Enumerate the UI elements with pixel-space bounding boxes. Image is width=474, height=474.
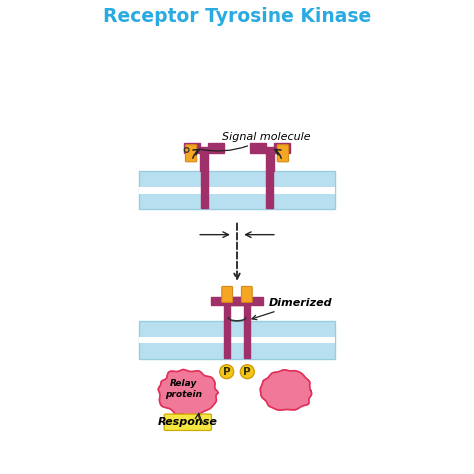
- FancyBboxPatch shape: [266, 147, 273, 172]
- FancyBboxPatch shape: [250, 143, 266, 153]
- Bar: [138, 187, 336, 193]
- FancyBboxPatch shape: [184, 143, 201, 153]
- FancyBboxPatch shape: [222, 286, 233, 302]
- Circle shape: [219, 365, 234, 379]
- FancyBboxPatch shape: [241, 286, 252, 302]
- FancyBboxPatch shape: [231, 297, 244, 305]
- FancyBboxPatch shape: [201, 172, 208, 208]
- Text: Signal molecule: Signal molecule: [200, 132, 310, 151]
- Text: Receptor Tyrosine Kinase: Receptor Tyrosine Kinase: [103, 7, 371, 27]
- FancyBboxPatch shape: [266, 172, 273, 208]
- Polygon shape: [158, 370, 218, 417]
- FancyBboxPatch shape: [224, 300, 230, 321]
- FancyBboxPatch shape: [138, 172, 336, 209]
- FancyBboxPatch shape: [250, 297, 263, 305]
- FancyBboxPatch shape: [230, 297, 243, 305]
- Text: Relay
protein: Relay protein: [164, 379, 201, 399]
- Text: Response: Response: [158, 417, 218, 427]
- Text: Dimerized: Dimerized: [252, 298, 333, 319]
- FancyBboxPatch shape: [138, 321, 336, 359]
- FancyBboxPatch shape: [224, 321, 230, 357]
- FancyBboxPatch shape: [164, 414, 211, 430]
- Polygon shape: [260, 370, 311, 410]
- FancyBboxPatch shape: [201, 147, 208, 172]
- FancyBboxPatch shape: [244, 321, 250, 357]
- Circle shape: [240, 365, 255, 379]
- FancyBboxPatch shape: [208, 143, 224, 153]
- Bar: [138, 337, 336, 344]
- FancyBboxPatch shape: [244, 300, 250, 321]
- Text: P: P: [244, 367, 251, 377]
- FancyBboxPatch shape: [211, 297, 224, 305]
- FancyBboxPatch shape: [277, 145, 289, 162]
- Text: P: P: [223, 367, 230, 377]
- FancyBboxPatch shape: [185, 145, 197, 162]
- FancyBboxPatch shape: [273, 143, 290, 153]
